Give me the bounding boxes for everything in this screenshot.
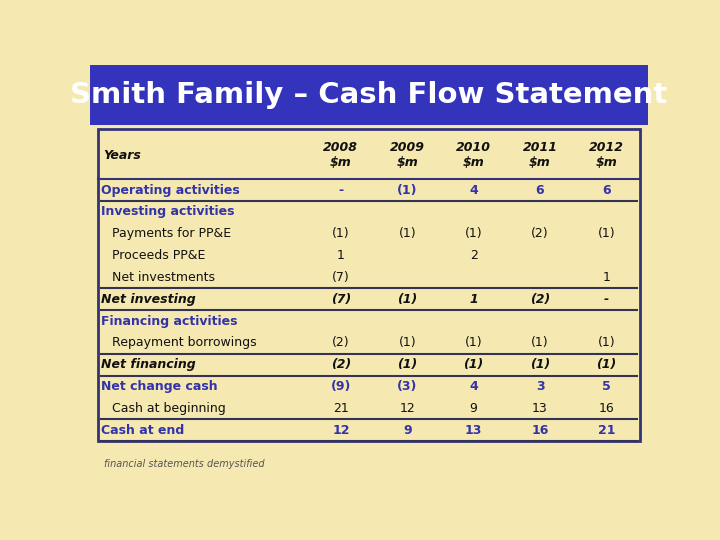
Text: 6: 6 (602, 184, 611, 197)
Text: Investing activities: Investing activities (101, 205, 235, 218)
Text: (1): (1) (398, 336, 416, 349)
Text: -: - (338, 184, 343, 197)
Text: Repayment borrowings: Repayment borrowings (112, 336, 257, 349)
Text: (1): (1) (530, 358, 550, 371)
Text: 12: 12 (332, 424, 350, 437)
Text: (7): (7) (330, 293, 351, 306)
Text: Net change cash: Net change cash (101, 380, 217, 393)
Text: (1): (1) (531, 336, 549, 349)
Text: Net investments: Net investments (112, 271, 215, 284)
Text: (3): (3) (397, 380, 418, 393)
Text: -: - (604, 293, 609, 306)
Text: (2): (2) (330, 358, 351, 371)
Text: Smith Family – Cash Flow Statement: Smith Family – Cash Flow Statement (71, 81, 667, 109)
Text: Payments for PP&E: Payments for PP&E (112, 227, 231, 240)
Text: (1): (1) (332, 227, 350, 240)
Bar (99, 129, 639, 441)
Text: 3: 3 (536, 380, 544, 393)
Text: 2008
$m: 2008 $m (323, 141, 359, 169)
Text: 13: 13 (465, 424, 482, 437)
Text: 2: 2 (469, 249, 477, 262)
Text: Cash at beginning: Cash at beginning (112, 402, 226, 415)
Text: 1: 1 (603, 271, 611, 284)
Text: (1): (1) (596, 358, 616, 371)
Text: Proceeds PP&E: Proceeds PP&E (112, 249, 206, 262)
Text: (2): (2) (530, 293, 550, 306)
Text: (7): (7) (332, 271, 350, 284)
Text: (9): (9) (330, 380, 351, 393)
Text: 9: 9 (469, 402, 477, 415)
Text: 16: 16 (531, 424, 549, 437)
Text: (1): (1) (465, 227, 482, 240)
Text: 2012
$m: 2012 $m (589, 141, 624, 169)
Text: 6: 6 (536, 184, 544, 197)
Bar (90, 65, 648, 125)
Text: 2009
$m: 2009 $m (390, 141, 425, 169)
Text: (1): (1) (397, 358, 418, 371)
Text: Operating activities: Operating activities (101, 184, 240, 197)
Text: (2): (2) (332, 336, 350, 349)
Text: (2): (2) (531, 227, 549, 240)
Text: 2010
$m: 2010 $m (456, 141, 491, 169)
Text: 9: 9 (403, 424, 412, 437)
Text: financial statements demystified: financial statements demystified (104, 459, 264, 469)
Text: 16: 16 (598, 402, 614, 415)
Text: Financing activities: Financing activities (101, 314, 238, 328)
Text: 1: 1 (337, 249, 345, 262)
Text: (1): (1) (397, 184, 418, 197)
Text: (1): (1) (465, 336, 482, 349)
Text: (1): (1) (397, 293, 418, 306)
Text: Net investing: Net investing (101, 293, 196, 306)
Text: Net financing: Net financing (101, 358, 196, 371)
Text: 5: 5 (602, 380, 611, 393)
Text: (1): (1) (464, 358, 484, 371)
Text: 2011
$m: 2011 $m (523, 141, 557, 169)
Text: (1): (1) (398, 227, 416, 240)
Text: 21: 21 (333, 402, 348, 415)
Text: 21: 21 (598, 424, 615, 437)
Text: (1): (1) (598, 336, 616, 349)
Text: 4: 4 (469, 184, 478, 197)
Text: 12: 12 (400, 402, 415, 415)
Text: (1): (1) (598, 227, 616, 240)
Text: 1: 1 (469, 293, 478, 306)
Text: Cash at end: Cash at end (101, 424, 184, 437)
Text: Years: Years (103, 148, 140, 162)
Text: 4: 4 (469, 380, 478, 393)
Text: 13: 13 (532, 402, 548, 415)
